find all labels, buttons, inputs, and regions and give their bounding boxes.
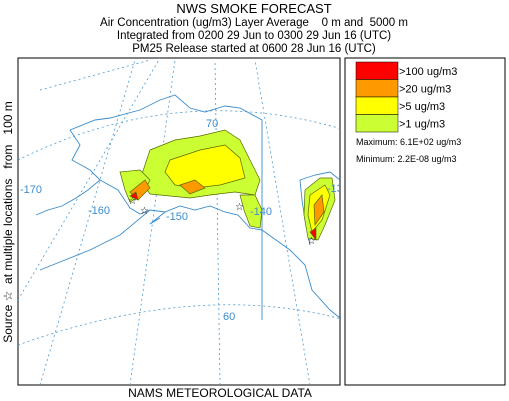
map-label: -140 bbox=[250, 206, 272, 218]
legend-label: >100 ug/m3 bbox=[399, 66, 457, 78]
smoke-area bbox=[313, 194, 325, 227]
side-label: Source ☆ at multiple locations from 100 … bbox=[1, 101, 15, 343]
map-label: 70 bbox=[206, 118, 218, 130]
source-marker: ☆ bbox=[235, 202, 244, 213]
source-markers: ☆ ☆ ☆ ☆ bbox=[128, 196, 316, 247]
coastline bbox=[35, 94, 340, 320]
smoke-plume bbox=[119, 129, 336, 242]
smoke-area bbox=[129, 191, 139, 201]
legend-maximum: Maximum: 6.1E+02 ug/m3 bbox=[356, 137, 461, 147]
source-marker: ☆ bbox=[307, 236, 316, 247]
map-label: 60 bbox=[223, 311, 235, 323]
map-label: -130 bbox=[327, 183, 349, 195]
smoke-area bbox=[239, 194, 263, 229]
title: NWS SMOKE FORECAST bbox=[176, 1, 331, 16]
grid-line bbox=[18, 58, 161, 301]
legend-minimum: Minimum: 2.2E-08 ug/m3 bbox=[356, 154, 457, 164]
map-frame bbox=[17, 57, 341, 386]
legend-label: >20 ug/m3 bbox=[399, 84, 451, 96]
subtitle: PM25 Release started at 0600 28 Jun 16 (… bbox=[132, 43, 376, 55]
map-label: -160 bbox=[88, 205, 110, 217]
grid-line bbox=[39, 59, 151, 91]
map: ☆ ☆ ☆ ☆ 70 -170 -160 -150 -140 -130 60 bbox=[17, 57, 349, 386]
legend-swatch bbox=[355, 61, 399, 80]
legend: Maximum: 6.1E+02 ug/m3 Minimum: 2.2E-08 … bbox=[344, 57, 506, 386]
grid-line bbox=[18, 110, 340, 161]
source-marker: ☆ bbox=[128, 196, 137, 207]
subtitle: Air Concentration (ug/m3) Layer Average … bbox=[100, 17, 408, 29]
map-label: -170 bbox=[20, 184, 42, 196]
source-marker: ☆ bbox=[140, 206, 149, 217]
legend-swatch bbox=[355, 114, 399, 133]
smoke-area bbox=[179, 179, 206, 195]
legend-label: >1 ug/m3 bbox=[399, 119, 445, 131]
smoke-area bbox=[309, 227, 317, 242]
map-label: -150 bbox=[166, 211, 188, 223]
legend-swatch bbox=[355, 96, 399, 115]
grid-line bbox=[214, 59, 221, 385]
legend-swatch bbox=[355, 79, 399, 98]
footer: NAMS METEOROLOGICAL DATA bbox=[128, 386, 312, 400]
smoke-area bbox=[164, 144, 246, 189]
legend-label: >5 ug/m3 bbox=[399, 101, 445, 113]
subtitle: Integrated from 0200 29 Jun to 0300 29 J… bbox=[117, 30, 391, 42]
grid-line bbox=[39, 59, 136, 385]
